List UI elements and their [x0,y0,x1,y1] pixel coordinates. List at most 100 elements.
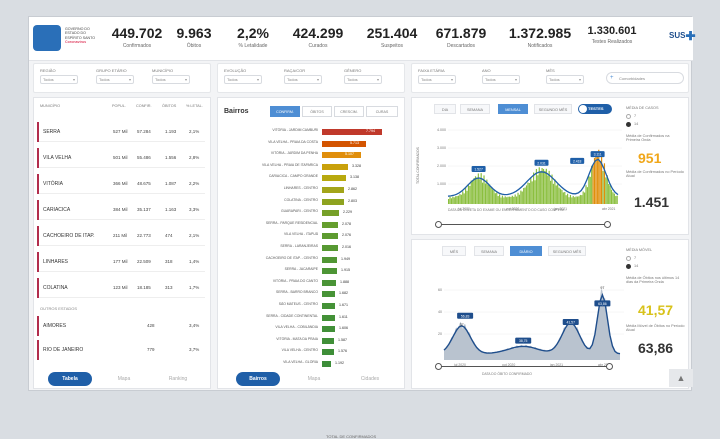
bairro-value: 2.862 [348,187,357,191]
bairro-row[interactable]: VILA VELHA - GLÓRIA 1.192 [222,360,400,367]
filter-bar-3: FAIXA ETÁRIA Todos ▾ ANO Todos ▾ MÊS Todos ▾ +… [411,63,689,93]
bairro-row[interactable]: VILA VELHA - PRAIA DA COSTA 5.713 [222,140,400,147]
y-axis-label: TOTAL CONFIRMADOS [416,147,420,184]
bairro-label: VITÓRIA - JARDIM DA PENHA [270,151,318,156]
filter-mes[interactable]: MÊS Todos ▾ [546,68,584,84]
seg-crescim[interactable]: CRESCIM. [334,106,364,117]
table-row[interactable]: CACHOEIRO DE ITAP. 211 Mil 22.773 474 2,… [37,226,205,246]
logo-title: GOVERNO DO ESTADO DO ESPÍRITO SANTO [65,27,96,40]
slider-handle-start-2[interactable] [435,363,442,370]
deaths-current-value: 63,86 [638,340,674,356]
table-row[interactable]: RIO DE JANEIRO 779 3,7% [37,340,205,360]
seg-obitos[interactable]: ÓBITOS [302,106,332,117]
table-row[interactable]: VITÓRIA 366 Mil 48.675 1.087 2,2% [37,174,205,194]
tab-diario[interactable]: DIÁRIO [510,246,542,256]
table-row[interactable]: AIMORES 428 3,4% [37,316,205,336]
filter-grupo[interactable]: GRUPO ETÁRIO Todos ▾ [96,68,134,84]
bairro-row[interactable]: SERRA - JACARAÍPE 1.915 [222,267,400,275]
testes-toggle[interactable]: TESTES [578,104,612,114]
legend-7b: 7 [634,256,637,260]
radio-7b[interactable] [626,256,631,261]
tab-dia[interactable]: DIA [434,104,456,114]
table-row[interactable]: COLATINA 123 Mil 18.185 313 1,7% [37,278,205,298]
daily-bar [486,179,488,204]
radio-14b[interactable] [626,264,631,269]
comorbidades-button[interactable]: + Comorbidades [606,72,684,84]
daily-bar [510,196,512,204]
total-confirmados-label: TOTAL DE CONFIRMADOS [326,434,377,439]
scroll-up-icon[interactable]: ▲ [669,369,693,387]
slider-handle-start[interactable] [435,221,442,228]
tab-mapa-bairros[interactable]: Mapa [307,376,321,382]
x-tick: jan 2021 [553,207,567,211]
bairro-row[interactable]: SERRA - CIDADE CONTINENTAL 1.611 [222,314,400,321]
filter-genero[interactable]: GÊNERO Todos ▾ [344,68,382,84]
bairro-row[interactable]: VITÓRIA - JARDIM DA PENHA 5.107 [222,151,400,159]
bairro-bar [322,187,344,193]
bairro-row[interactable]: LINHARES - CENTRO 2.862 [222,186,400,193]
bairro-row[interactable]: SERRA - LARANJEIRAS 2.016 [222,244,400,251]
bairro-row[interactable]: COLATINA - CENTRO 2.803 [222,198,400,205]
table-row[interactable]: CARIACICA 384 Mil 35.137 1.163 3,3% [37,200,205,220]
tab-segundo-mes[interactable]: SEGUNDO MÊS [534,104,572,114]
bairro-row[interactable]: SERRA - BARRO BRANCO 1.682 [222,290,400,298]
date-slider-2[interactable] [435,363,613,370]
tab-segundo-mes-2[interactable]: SEGUNDO MÊS [548,246,586,256]
daily-bar [559,188,562,204]
bairro-label: SERRA - PARQUE RESIDENCIAL [265,220,318,225]
bairro-row[interactable]: GUARAPARI - CENTRO 2.229 [222,209,400,217]
table-row[interactable]: SERRA 527 Mil 57.284 1.193 2,1% [37,122,205,142]
kpi-testes: 1.330.601 Testes Realizados [587,25,637,45]
radio-7[interactable] [626,114,631,119]
bairro-row[interactable]: VILA VELHA - PRAIA DE ITAPARICA 3.328 [222,163,400,170]
bairro-row[interactable]: VILA VELHA - COBILÂNDIA 1.606 [222,325,400,333]
filter-ano[interactable]: ANO Todos ▾ [482,68,520,84]
bairro-row[interactable]: VILA VELHA - CENTRO 1.576 [222,348,400,356]
deaths-first-wave-label: Média de Óbitos nos últimos 14 dias da P… [626,276,680,284]
daily-bar [562,192,564,204]
filter-regiao[interactable]: REGIÃO Todos ▾ [40,68,78,84]
seg-confirm[interactable]: CONFIRM. [270,106,300,117]
daily-bar [501,195,504,204]
daily-bar [616,195,618,204]
bairro-bar [322,175,346,182]
bairro-row[interactable]: CACHOEIRO DE ITAP. - CENTRO 1.949 [222,256,400,263]
tab-cidades[interactable]: Cidades [360,376,380,382]
filter-evolucao[interactable]: EVOLUÇÃO Todos ▾ [224,68,262,84]
seg-curas[interactable]: CURAS [366,106,398,117]
peak-label: 97 [600,286,604,290]
filter-municipio[interactable]: MUNICÍPIO Todos ▾ [152,68,190,84]
tab-ranking[interactable]: Ranking [168,376,188,382]
tab-semana-2[interactable]: SEMANA [474,246,504,256]
filter-bar-1: REGIÃO Todos ▾ GRUPO ETÁRIO Todos ▾ MUNICÍPI… [33,63,211,93]
bairro-row[interactable]: SÃO MATEUS - CENTRO 1.671 [222,302,400,309]
city-pop: 501 Mil [113,155,128,160]
date-slider[interactable] [435,221,611,228]
tab-bairros[interactable]: Bairros [236,372,280,386]
slider-handle-end[interactable] [604,221,611,228]
radio-14[interactable] [626,122,631,127]
bairro-row[interactable]: CARIACICA - CAMPO GRANDE 3.138 [222,174,400,182]
city-let: 2,1% [189,233,200,238]
bairro-row[interactable]: VITÓRIA - MATA DA PRAIA 1.587 [222,337,400,344]
state-logo [33,25,61,51]
bairro-row[interactable]: VITÓRIA - JARDIM CAMBURI 7.794 [222,128,400,135]
table-row[interactable]: VILA VELHA 501 Mil 55.486 1.556 2,8% [37,148,205,168]
tab-mapa[interactable]: Mapa [117,376,131,382]
filter-raca[interactable]: RAÇA/COR Todos ▾ [284,68,322,84]
peak-label: 2.418 [573,159,582,163]
bairro-row[interactable]: VITÓRIA - PRAIA DO CANTO 1.888 [222,279,400,286]
table-row[interactable]: LINHARES 177 Mil 22.509 318 1,4% [37,252,205,272]
bairro-row[interactable]: VILA VELHA - ITAPUÃ 2.076 [222,232,400,240]
daily-bar [579,194,581,204]
legend-14b: 14 [634,264,639,268]
bairro-row[interactable]: SERRA - PARQUE RESIDENCIAL 2.078 [222,221,400,228]
chevron-down-icon: ▾ [316,77,319,82]
slider-handle-end-2[interactable] [606,363,613,370]
tab-mensal[interactable]: MENSAL [498,104,528,114]
tab-mes[interactable]: MÊS [442,246,466,256]
filter-faixa[interactable]: FAIXA ETÁRIA Todos ▾ [418,68,456,84]
tab-tabela[interactable]: Tabela [48,372,92,386]
tab-semana[interactable]: SEMANA [460,104,490,114]
city-deaths: 1.087 [165,181,177,186]
